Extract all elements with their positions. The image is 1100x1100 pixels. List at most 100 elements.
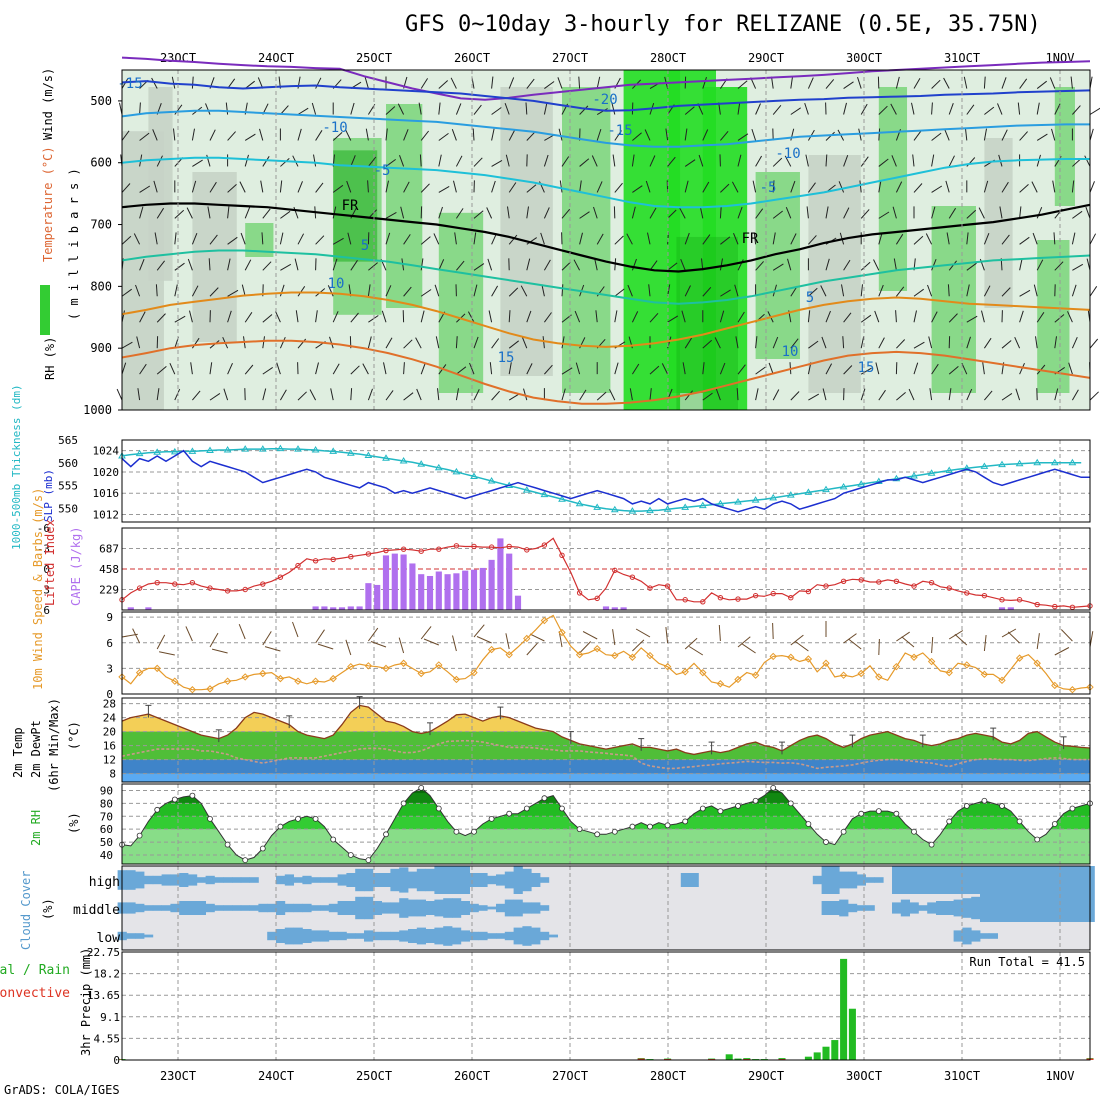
rh2m-marker <box>541 795 548 802</box>
upper-wind-barb <box>223 388 229 401</box>
cloud-cell-high <box>513 866 523 894</box>
pressure-tick-label: 600 <box>90 156 112 170</box>
surface-wind-barb <box>264 646 281 652</box>
cloud-frame <box>121 865 1091 951</box>
li-marker <box>664 583 671 589</box>
upper-wind-barb <box>667 315 679 323</box>
upper-wind-barb <box>526 258 531 271</box>
surface-wind-barb <box>315 629 325 644</box>
upper-wind-barb <box>297 391 307 401</box>
li-marker <box>805 588 812 595</box>
upper-wind-barb <box>397 103 405 115</box>
upper-wind-barb <box>191 180 197 193</box>
thickness-marker <box>170 447 179 455</box>
upper-wind-barb <box>665 128 669 141</box>
upper-wind-barb <box>878 337 885 349</box>
upper-wind-barb <box>364 76 369 89</box>
upper-wind-barb <box>596 181 603 193</box>
upper-wind-barb <box>1089 107 1100 115</box>
cloud-cell-high <box>144 875 154 885</box>
bottom-date-label: 31OCT <box>944 1069 980 1083</box>
li-marker <box>330 556 336 563</box>
upper-wind-barb <box>579 158 590 167</box>
upper-wind-barb <box>420 310 425 323</box>
upper-wind-barb <box>544 81 555 89</box>
upper-wind-barb <box>596 76 601 89</box>
upper-wind-barb <box>420 130 429 141</box>
cape-bar <box>462 570 469 610</box>
cloud-cell-high <box>1032 866 1042 894</box>
cloud-cell-high <box>997 866 1007 894</box>
upper-wind-barb <box>983 128 987 141</box>
upper-wind-barb <box>966 209 977 219</box>
cloud-cell-high <box>328 877 338 883</box>
cloud-cell-middle <box>293 903 303 913</box>
upper-wind-barb <box>737 154 742 167</box>
isotherm--20 <box>121 56 1091 101</box>
upper-wind-barb <box>297 233 305 245</box>
wind-marker <box>470 668 478 677</box>
surface-wind-barb <box>795 641 809 652</box>
li-marker <box>911 583 917 589</box>
cloud-cell-middle <box>188 901 198 915</box>
upper-wind-barb <box>631 154 635 167</box>
cloud-cell-low <box>126 933 136 939</box>
upper-wind-barb <box>684 285 691 297</box>
cloud-cell-middle <box>513 899 523 917</box>
upper-wind-barb <box>543 154 549 167</box>
cloud-cell-high <box>355 868 365 892</box>
upper-wind-barb <box>631 206 636 219</box>
upper-wind-barb <box>807 182 816 193</box>
li-marker <box>365 551 372 557</box>
upper-wind-barb <box>209 287 219 297</box>
upper-wind-barb <box>259 128 264 141</box>
isotherm-label: FR <box>742 231 759 247</box>
upper-wind-barb <box>367 388 373 401</box>
upper-wind-barb <box>890 103 897 115</box>
precip-bar <box>848 1008 856 1060</box>
cloud-cell-middle <box>196 901 206 915</box>
upper-wind-barb <box>790 391 800 401</box>
upper-wind-barb <box>227 289 239 297</box>
upper-wind-barb <box>1036 80 1048 89</box>
upper-wind-barb <box>154 232 158 245</box>
upper-wind-barb <box>350 260 358 271</box>
wind-marker <box>399 659 408 667</box>
cloud-cell-low <box>443 926 453 946</box>
cloud-cell-middle <box>1068 894 1078 922</box>
upper-wind-barb <box>825 310 831 323</box>
upper-wind-barb <box>860 156 869 167</box>
cape-bar <box>374 584 381 610</box>
li-tick-label: -3 <box>37 543 50 556</box>
upper-wind-barb <box>205 103 211 115</box>
li-marker <box>752 592 759 599</box>
thickness-marker <box>382 454 390 461</box>
upper-wind-barb <box>805 154 809 167</box>
wind-marker <box>276 674 285 683</box>
upper-wind-barb <box>1051 128 1056 141</box>
upper-wind-barb <box>385 232 391 245</box>
upper-wind-barb <box>508 340 520 349</box>
upper-wind-barb <box>192 159 203 167</box>
upper-wind-barb <box>966 336 971 349</box>
upper-wind-barb <box>966 284 970 297</box>
isotherm-FR <box>121 202 1091 273</box>
upper-wind-barb <box>984 106 995 115</box>
upper-wind-barb <box>772 157 783 167</box>
cloud-cell-middle <box>408 899 418 917</box>
upper-wind-barb <box>420 78 429 89</box>
upper-wind-barb <box>631 258 637 271</box>
upper-wind-barb <box>648 284 651 297</box>
upper-wind-barb <box>843 312 852 323</box>
upper-wind-barb <box>347 232 352 245</box>
thickness-tick-label: 565 <box>58 434 78 447</box>
cloud-cell-middle <box>997 894 1007 922</box>
upper-wind-barb <box>385 390 394 401</box>
cape-bar <box>611 607 618 610</box>
upper-wind-barb <box>350 388 353 401</box>
cloud-cell-high <box>249 877 259 883</box>
upper-wind-barb <box>455 155 463 167</box>
cloud-unit-label: (%) <box>41 898 55 920</box>
cloud-cell-high <box>126 870 136 890</box>
li-marker <box>788 595 794 601</box>
